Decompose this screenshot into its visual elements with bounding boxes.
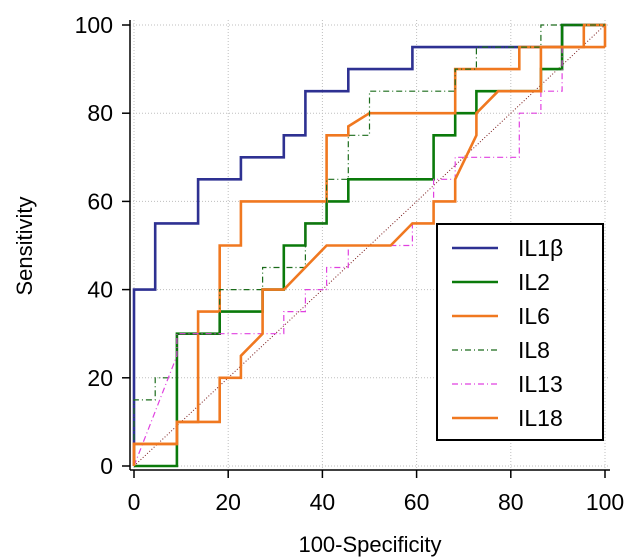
y-tick-label: 40 [87, 277, 113, 303]
legend: IL1β IL2 IL6 IL8 IL13 IL18 [436, 223, 604, 441]
x-tick-label: 60 [404, 489, 430, 515]
x-tick-label: 80 [498, 489, 524, 515]
series-line-il13 [133, 46, 605, 467]
x-tick-label: 100 [586, 489, 624, 515]
y-tick-label: 60 [87, 188, 113, 214]
legend-label: IL6 [518, 303, 550, 329]
y-tick-label: 80 [87, 100, 113, 126]
legend-label: IL8 [518, 337, 550, 363]
series-group [132, 23, 607, 468]
y-tick-label: 0 [100, 453, 113, 479]
legend-label: IL13 [518, 371, 563, 397]
axes [122, 20, 610, 478]
series-line-il1 [132, 23, 605, 466]
series-line-il8 [133, 24, 605, 466]
series-line-il18 [132, 45, 605, 466]
reference-line [133, 24, 606, 467]
x-tick-label: 40 [310, 489, 336, 515]
y-tick-label: 100 [75, 12, 113, 38]
legend-box [436, 223, 604, 441]
reference-diagonal [133, 24, 606, 467]
legend-label: IL18 [518, 405, 563, 431]
legend-label: IL2 [518, 269, 550, 295]
y-axis-title: Sensitivity [12, 196, 37, 295]
x-tick-label: 0 [128, 489, 141, 515]
tick-labels: 0 20 40 60 80 100 0 20 40 60 80 100 [75, 12, 625, 515]
x-tick-label: 20 [215, 489, 241, 515]
y-tick-label: 20 [87, 365, 113, 391]
legend-label: IL1β [518, 235, 563, 261]
x-axis-title: 100-Specificity [298, 532, 441, 557]
